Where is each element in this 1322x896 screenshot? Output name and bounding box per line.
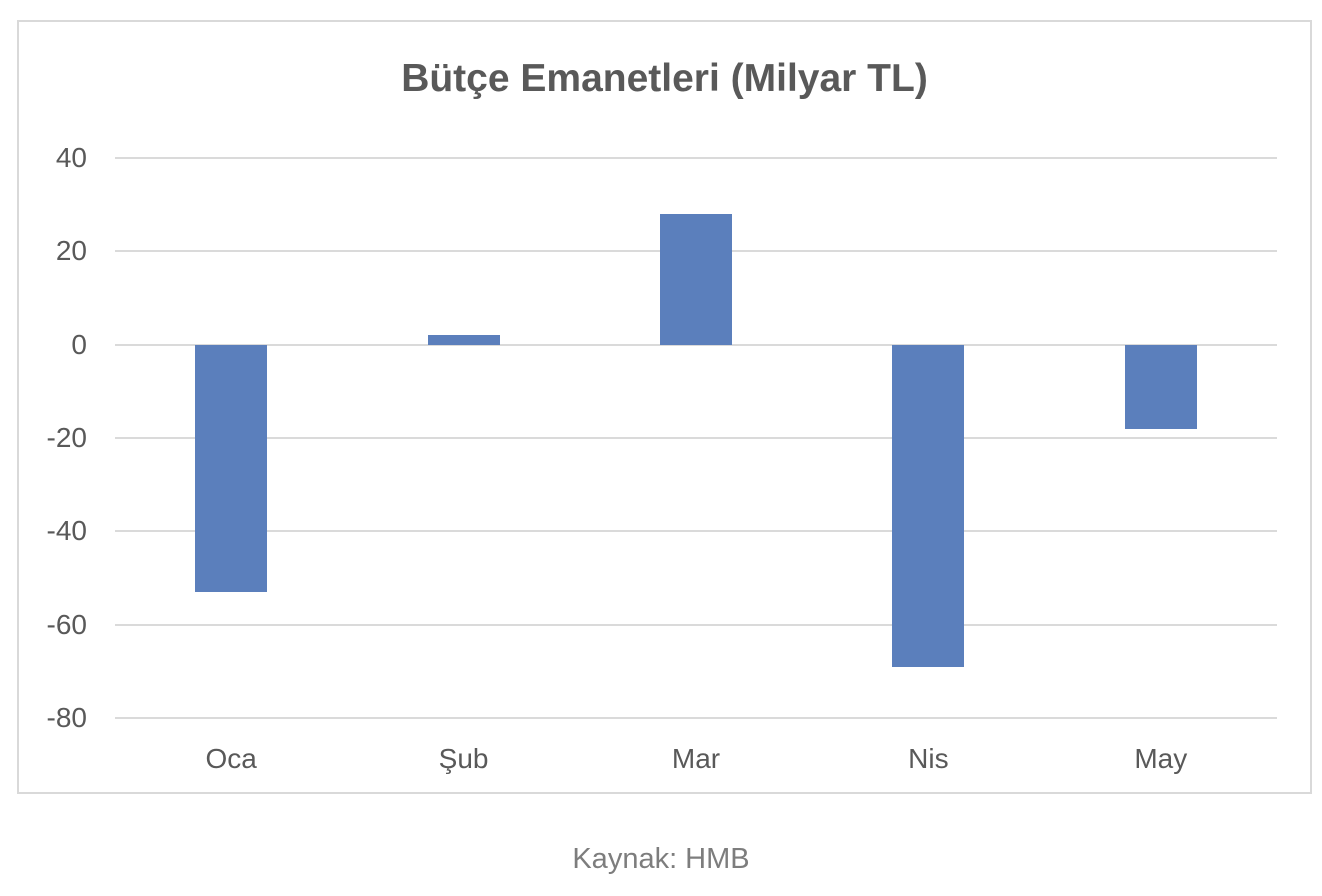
gridline (115, 623, 1277, 626)
bar-may (1124, 344, 1197, 429)
y-tick-label: -80 (46, 702, 87, 733)
source-caption: Kaynak: HMB (572, 843, 750, 875)
x-tick-label: Mar (671, 743, 721, 774)
y-tick-label: -40 (46, 515, 87, 547)
bar-mar (660, 214, 732, 345)
y-tick-label: -60 (46, 608, 87, 640)
y-tick-label: 0 (71, 328, 87, 360)
y-tick-label: 20 (55, 235, 87, 267)
gridline (115, 343, 1277, 346)
y-tick-label: -20 (46, 422, 87, 453)
x-tick-label: May (1134, 743, 1188, 774)
bar-şub (427, 335, 500, 345)
bar-oca (195, 344, 268, 592)
gridline (115, 530, 1277, 533)
x-tick-label: Nis (908, 743, 949, 774)
gridline (115, 157, 1277, 159)
x-tick-label: Şub (438, 743, 489, 774)
gridline (115, 717, 1277, 719)
x-tick-label: Oca (205, 743, 257, 774)
chart-container: Bütçe Emanetleri (Milyar TL) 40 20 0 -20 -40… (17, 20, 1312, 794)
y-tick-label: 40 (55, 142, 87, 173)
gridline (115, 437, 1277, 439)
chart-title: Bütçe Emanetleri (Milyar TL) (401, 57, 928, 100)
bar-nis (892, 344, 965, 667)
